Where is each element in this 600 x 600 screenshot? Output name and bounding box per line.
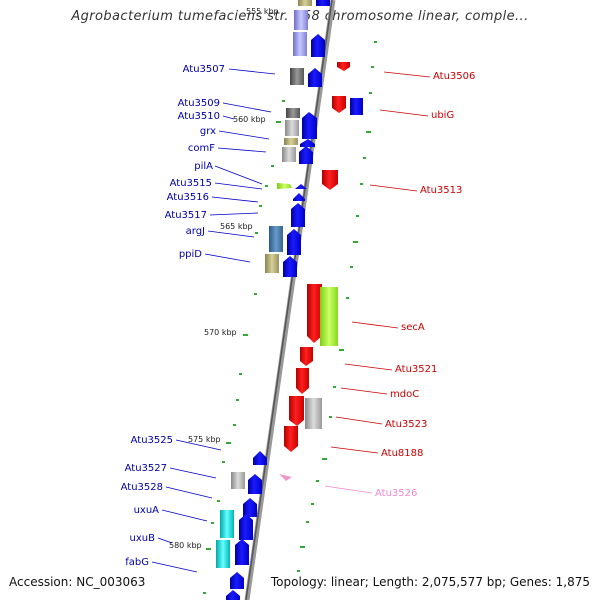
- tick-guides: [203, 41, 377, 594]
- gene-arrow-atu3526[interactable]: [279, 474, 292, 481]
- label-Atu3525[interactable]: Atu3525: [131, 435, 173, 446]
- gene-block-grx[interactable]: [284, 138, 298, 145]
- gene-arrow-atu3517[interactable]: [291, 203, 305, 227]
- label-fabG[interactable]: fabG: [125, 557, 149, 568]
- label-Atu3515[interactable]: Atu3515: [170, 178, 212, 189]
- gene-arrow-pilA[interactable]: [277, 183, 292, 189]
- gene-arrow-ppiD[interactable]: [283, 256, 297, 277]
- gene-block-atu3509[interactable]: [286, 108, 300, 118]
- gene-arrow-atu3506[interactable]: [337, 62, 350, 71]
- gene-block-lavender[interactable]: [294, 10, 308, 30]
- gene-arrow-grx[interactable]: [300, 139, 315, 147]
- label-uxuA[interactable]: uxuA: [134, 505, 160, 516]
- left-connectors: [151, 68, 276, 573]
- gene-block-comF[interactable]: [282, 147, 296, 162]
- gene-arrow-atu3528[interactable]: [243, 498, 257, 517]
- gene-arrow-top[interactable]: [316, 0, 330, 6]
- label-Atu3506[interactable]: Atu3506: [433, 71, 475, 82]
- gene-arrow-atu3521[interactable]: [300, 347, 313, 366]
- label-Atu3507[interactable]: Atu3507: [183, 64, 225, 75]
- label-Atu3523[interactable]: Atu3523: [385, 419, 427, 430]
- label-Atu3516[interactable]: Atu3516: [167, 192, 209, 203]
- label-ppiD[interactable]: ppiD: [179, 249, 202, 260]
- label-pilA[interactable]: pilA: [194, 161, 213, 172]
- scale-label-575: 575 kbp: [188, 435, 221, 444]
- label-ubiG[interactable]: ubiG: [431, 110, 454, 121]
- gene-block-ubiG[interactable]: [350, 98, 363, 115]
- label-Atu3510[interactable]: Atu3510: [178, 111, 220, 122]
- gene-block-argJ[interactable]: [269, 226, 283, 252]
- label-Atu3526[interactable]: Atu3526: [375, 488, 417, 499]
- label-Atu3509[interactable]: Atu3509: [178, 98, 220, 109]
- gene-arrow-atu8188[interactable]: [284, 426, 298, 452]
- label-argJ[interactable]: argJ: [186, 226, 205, 237]
- left-gene-labels[interactable]: Atu3507 Atu3509 Atu3510 grx comF pilA At…: [121, 64, 225, 568]
- gene-arrow-argJ[interactable]: [287, 229, 301, 255]
- right-connector-faded: [324, 485, 373, 494]
- chromosome-backbone: [244, 0, 336, 600]
- gene-block-uxuA[interactable]: [220, 510, 234, 538]
- accession-text: Accession: NC_003063: [9, 575, 146, 589]
- gene-arrow-secA[interactable]: [307, 284, 322, 343]
- scale-label-560: 560 kbp: [233, 115, 266, 124]
- scale-label-570: 570 kbp: [204, 328, 237, 337]
- gene-arrow-mdoC[interactable]: [296, 368, 309, 394]
- topology-summary: Topology: linear; Length: 2,075,577 bp; …: [270, 575, 590, 589]
- label-Atu8188[interactable]: Atu8188: [381, 448, 423, 459]
- label-grx[interactable]: grx: [200, 126, 216, 137]
- label-Atu3528[interactable]: Atu3528: [121, 482, 163, 493]
- gene-arrow-atu3527[interactable]: [248, 474, 262, 494]
- gene-arrow-atu3510[interactable]: [302, 112, 317, 139]
- gene-block-atu3507[interactable]: [290, 68, 304, 85]
- label-Atu3521[interactable]: Atu3521: [395, 364, 437, 375]
- gene-block-atu3527[interactable]: [231, 472, 245, 489]
- gene-arrow-ubiG-a[interactable]: [332, 96, 346, 113]
- gene-arrow-atu3516[interactable]: [293, 193, 305, 201]
- gene-arrow-atu3525[interactable]: [253, 451, 267, 465]
- gene-block-ppiD[interactable]: [265, 254, 279, 273]
- forward-strand-genes[interactable]: [216, 0, 330, 600]
- scale-label-555: 555 kbp: [246, 7, 279, 16]
- gene-arrow-uxuA[interactable]: [239, 514, 253, 540]
- label-mdoC[interactable]: mdoC: [390, 389, 419, 400]
- gene-block-lavender-2[interactable]: [293, 32, 307, 56]
- gene-arrow-atu3513[interactable]: [322, 170, 338, 190]
- scale-label-565: 565 kbp: [220, 222, 253, 231]
- chromosome-backbone-highlight: [245, 0, 333, 600]
- gene-arrow-comF[interactable]: [299, 146, 313, 164]
- right-gene-labels[interactable]: Atu3506 ubiG Atu3513 secA Atu3521 mdoC A…: [375, 71, 475, 499]
- gene-block-secA[interactable]: [320, 287, 338, 346]
- label-secA[interactable]: secA: [401, 322, 425, 333]
- gene-arrow-fabG[interactable]: [230, 572, 244, 589]
- label-Atu3527[interactable]: Atu3527: [125, 463, 167, 474]
- reverse-strand-genes[interactable]: [279, 62, 363, 481]
- gene-arrow-atu3523[interactable]: [289, 396, 304, 426]
- gene-arrow-bottom[interactable]: [226, 590, 240, 600]
- label-Atu3513[interactable]: Atu3513: [420, 185, 462, 196]
- label-comF[interactable]: comF: [188, 143, 215, 154]
- gene-block-atu3510[interactable]: [285, 120, 299, 136]
- scale-label-580: 580 kbp: [169, 541, 202, 550]
- gene-arrow-uxuB[interactable]: [235, 539, 249, 565]
- label-uxuB[interactable]: uxuB: [130, 533, 156, 544]
- right-connectors: [330, 71, 431, 454]
- gene-block-atu3523[interactable]: [305, 398, 322, 429]
- gene-arrow-a[interactable]: [311, 34, 325, 57]
- label-Atu3517[interactable]: Atu3517: [165, 210, 207, 221]
- gene-block-top-olive[interactable]: [298, 0, 312, 6]
- gene-block-uxuB[interactable]: [216, 540, 230, 568]
- gene-arrow-atu3507[interactable]: [308, 68, 322, 87]
- gene-arrow-atu3515[interactable]: [295, 184, 307, 189]
